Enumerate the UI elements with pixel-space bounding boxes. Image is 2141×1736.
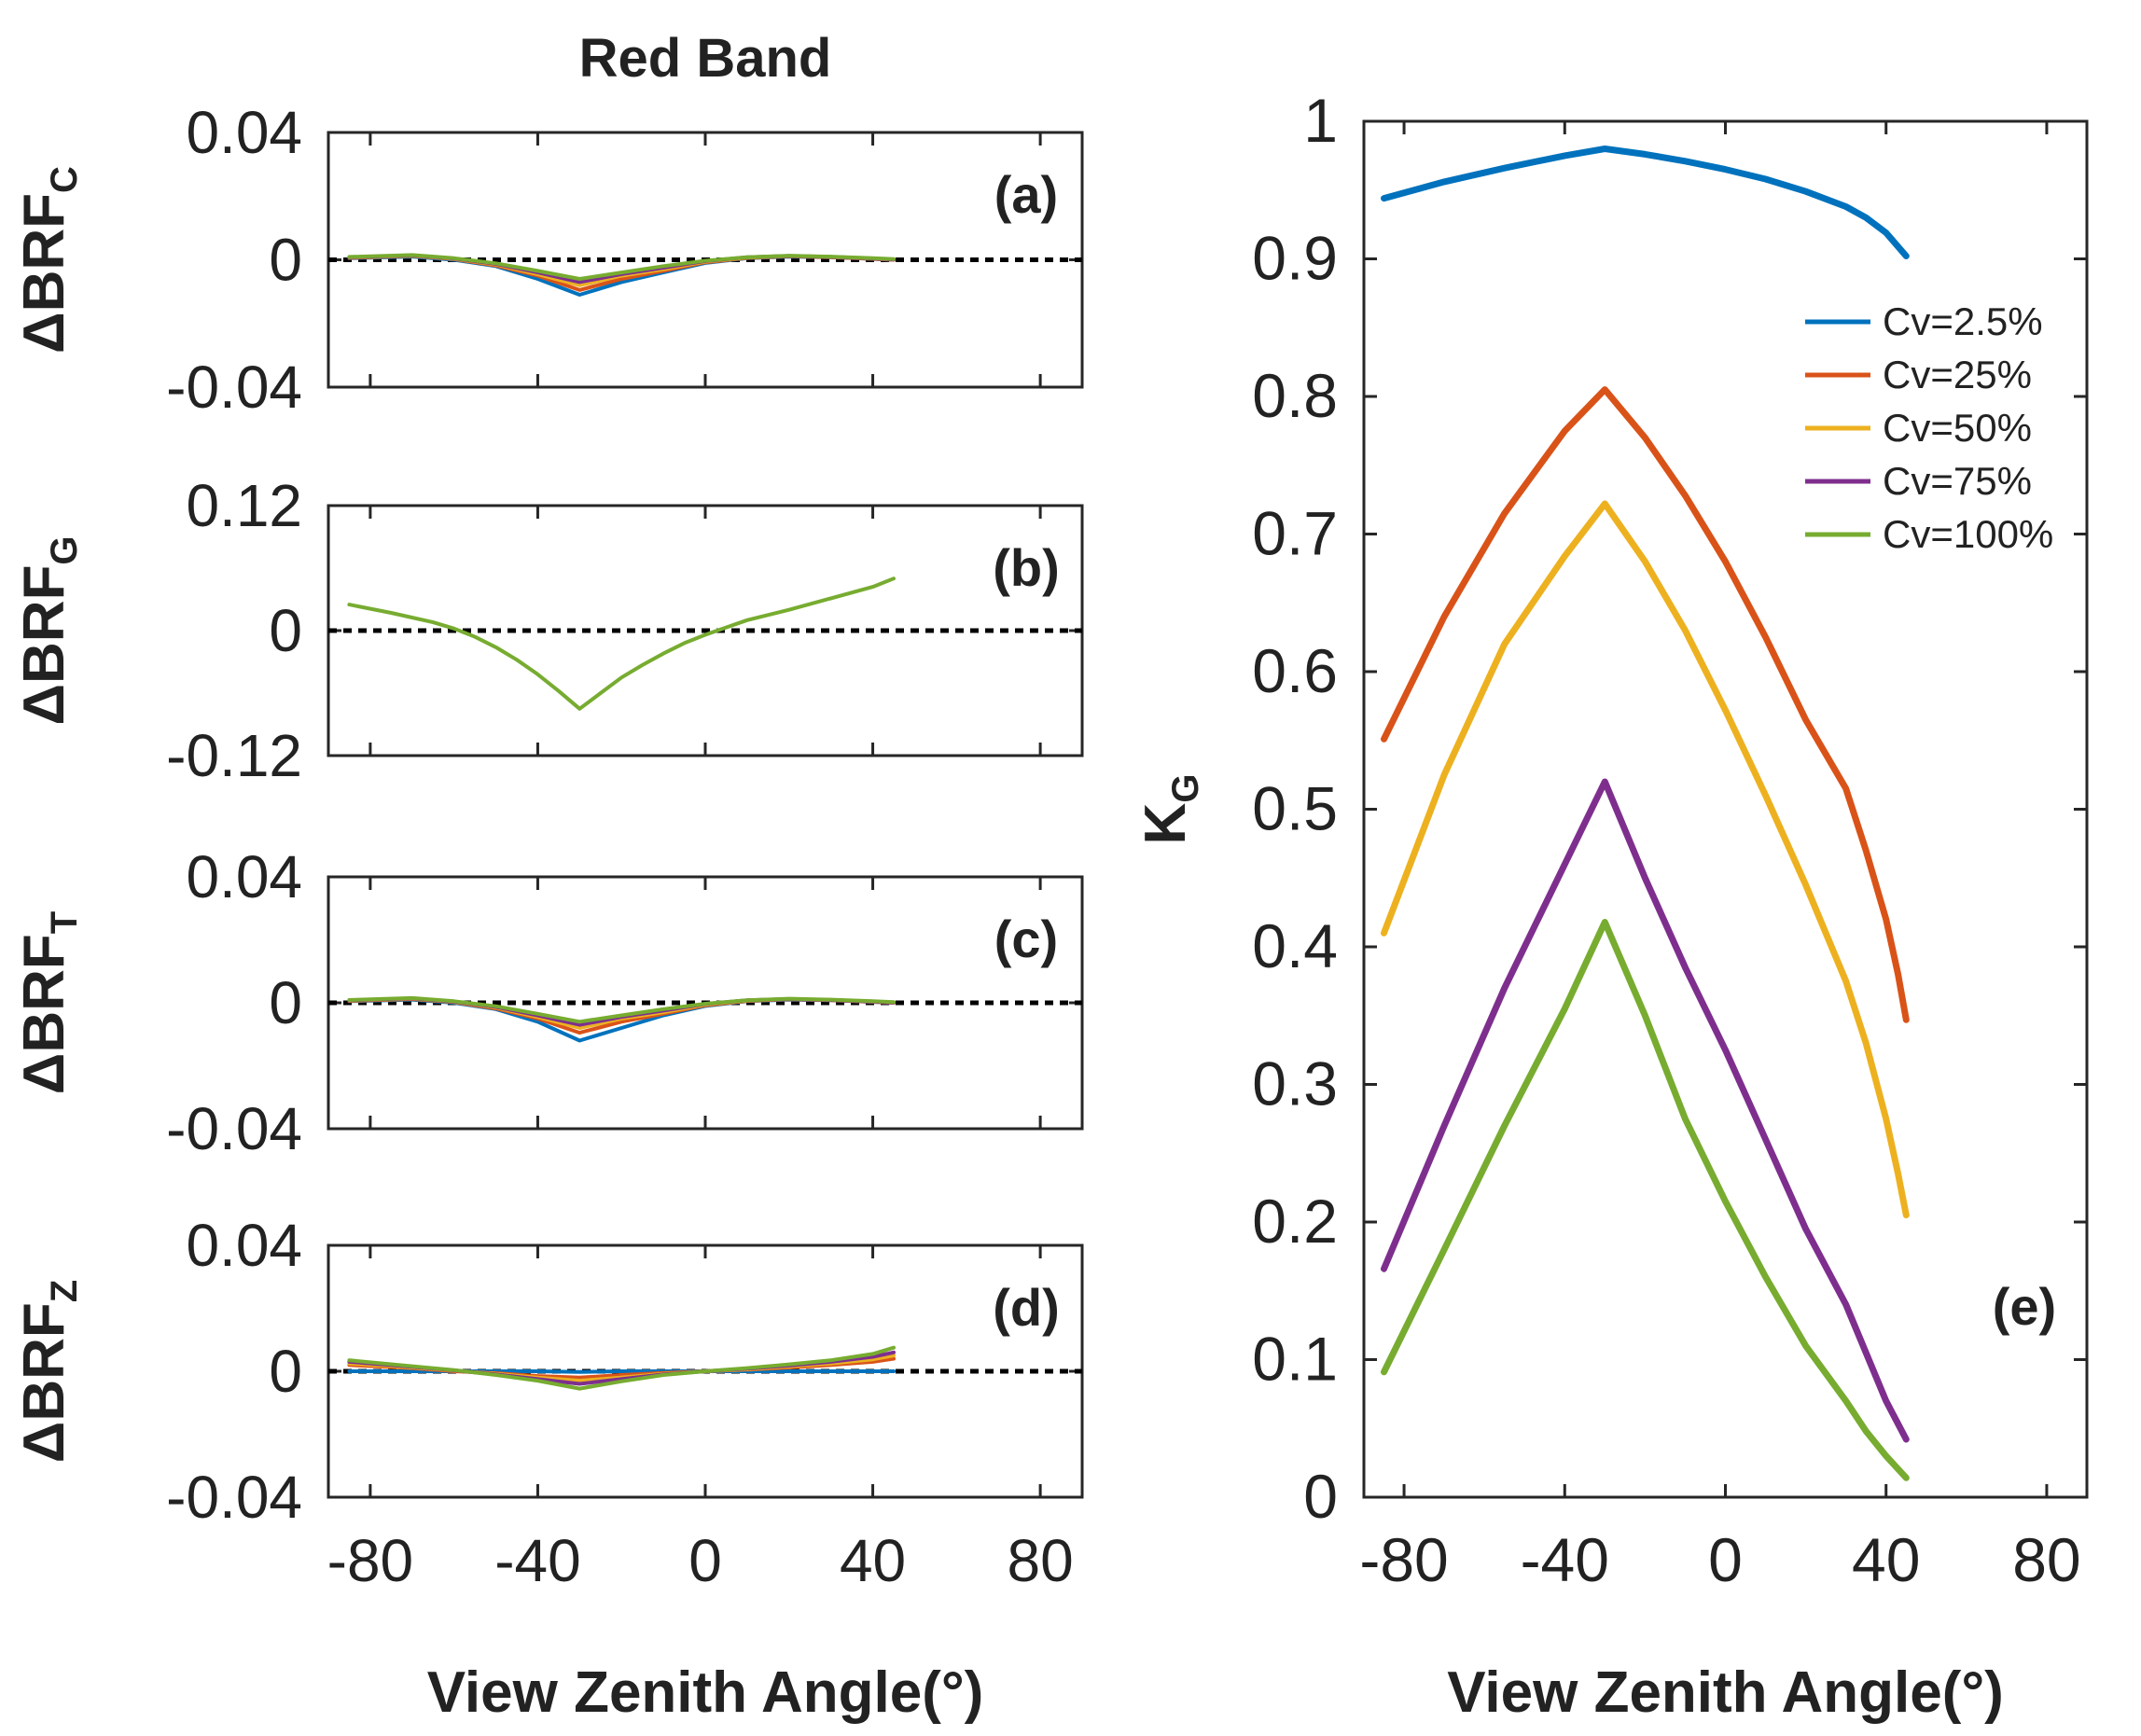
x-tick-label: 0 [688,1527,722,1594]
x-tick-label: -80 [327,1527,414,1594]
panel-d: -80 -40 0 40 80 -0.04 0 0.04 (d) ΔBRFZ View Zenith… [12,1212,1084,1725]
x-tick-label: -40 [494,1527,581,1594]
panel-c: -0.04 0 0.04 (c) ΔBRFT [12,843,1084,1162]
series-line-a-cv100 [347,253,896,281]
y-axis-label: KG [1133,774,1206,845]
x-tick-label: 40 [1852,1525,1920,1594]
panel-a: -0.04 0 0.04 (a) ΔBRFC [12,99,1084,421]
y-axis-label: ΔBRFG [12,535,85,725]
y-tick-label: 0.6 [1252,636,1338,705]
panel-label: (d) [993,1278,1060,1337]
series-line-e-cv100 [1381,919,1910,1481]
legend: Cv=2.5% Cv=25% Cv=50% Cv=75% Cv=100% [1805,299,2053,556]
panel-label: (b) [993,538,1060,597]
legend-entry: Cv=50% [1883,406,2032,450]
series-line-b-cv100 [347,576,896,711]
x-tick-label: -80 [1359,1525,1448,1594]
y-tick-label: 0.04 [186,843,302,910]
legend-entry: Cv=75% [1883,459,2032,503]
y-tick-label: 0.12 [186,472,302,539]
panel-label: (c) [994,910,1058,968]
panel-e: -80 -40 0 40 80 0 0.1 0.2 0.3 0.4 0.5 0.6 0.7 0.8 0.9 1… [1133,86,2089,1725]
y-tick-label: 0 [1303,1462,1338,1531]
series-line-e-cv25 [1381,146,1910,259]
panel-b: -0.12 0 0.12 (b) ΔBRFG [12,472,1084,789]
y-tick-label: 0.9 [1252,224,1338,293]
y-tick-label: 0.8 [1252,361,1338,430]
y-tick-label: 0.2 [1252,1187,1338,1256]
y-tick-label: 0.3 [1252,1049,1338,1118]
y-axis-label-main: ΔBRF [12,1302,76,1463]
y-axis-label: ΔBRFC [12,166,85,354]
y-tick-label: 0 [269,1338,302,1405]
legend-entry: Cv=25% [1883,353,2032,396]
y-tick-label: 1 [1303,86,1338,155]
y-axis-label-main: ΔBRF [12,193,76,354]
y-tick-label: 0.7 [1252,499,1338,568]
y-tick-label: -0.04 [166,354,302,421]
y-tick-label: 0 [269,227,302,294]
x-tick-label: -40 [1521,1525,1609,1594]
figure-title: Red Band [579,28,832,89]
panel-label: (e) [1993,1277,2056,1336]
x-tick-label: 80 [2012,1525,2080,1594]
y-axis-label-subscript: C [44,166,85,193]
y-tick-label: 0.04 [186,1212,302,1279]
legend-entry: Cv=2.5% [1883,299,2043,343]
y-tick-label: 0.4 [1252,911,1338,980]
x-tick-label: 40 [840,1527,906,1594]
y-axis-label: ΔBRFZ [12,1280,85,1463]
panel-label: (a) [994,165,1058,224]
x-tick-label: 80 [1008,1527,1074,1594]
y-tick-label: 0.5 [1252,774,1338,843]
x-axis-label: View Zenith Angle(°) [1447,1660,2004,1725]
y-axis-label-subscript: T [44,911,85,934]
y-axis-label-main: ΔBRF [12,565,76,726]
y-axis-label-main: ΔBRF [12,934,76,1094]
series-line-e-cv25 [1381,386,1910,1023]
x-tick-label: 0 [1708,1525,1743,1594]
y-axis-label-main: K [1133,802,1198,844]
y-axis-label-subscript: Z [44,1280,85,1302]
legend-entry: Cv=100% [1883,512,2053,556]
y-tick-label: -0.04 [166,1095,302,1162]
y-tick-label: 0.1 [1252,1325,1338,1394]
series-line-e-cv50 [1381,500,1910,1219]
y-tick-label: 0.04 [186,99,302,166]
series-line-d-cv100 [347,1345,896,1391]
y-axis-label-subscript: G [1165,774,1206,803]
y-tick-label: -0.04 [166,1464,302,1531]
y-axis-label: ΔBRFT [12,911,85,1094]
y-axis-label-subscript: G [44,535,85,564]
y-tick-label: -0.12 [166,722,302,789]
y-tick-label: 0 [269,597,302,664]
series-line-e-cv75 [1381,778,1910,1443]
x-axis-label: View Zenith Angle(°) [427,1660,984,1725]
series-line-c-cv100 [347,995,896,1024]
y-tick-label: 0 [269,969,302,1036]
